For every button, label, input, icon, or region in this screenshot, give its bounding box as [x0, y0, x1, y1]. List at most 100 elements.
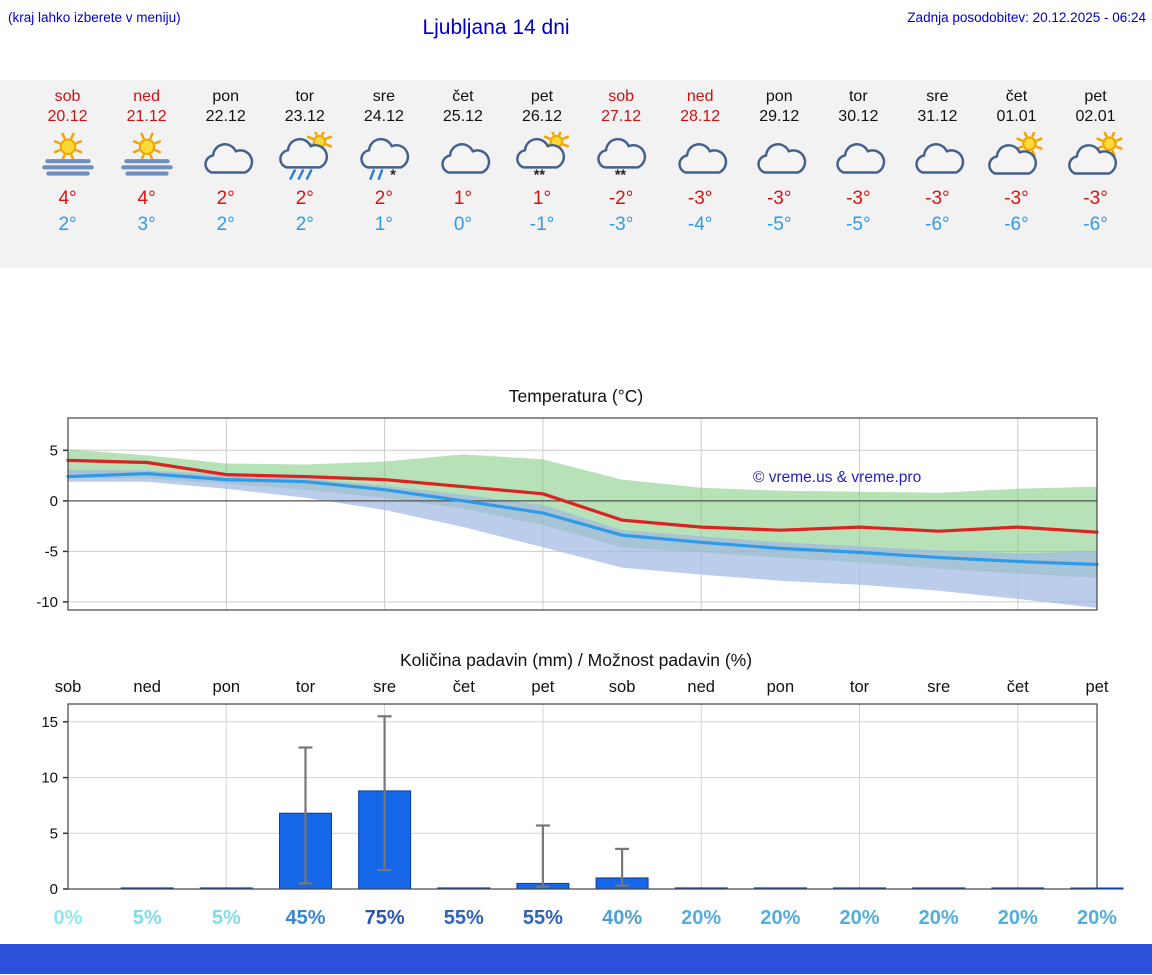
day-name: tor: [295, 88, 315, 105]
day-name: sob: [54, 88, 81, 105]
precip-day-label: ned: [133, 678, 161, 696]
precip-day-label: pet: [531, 678, 554, 696]
max-temperature: 2°: [295, 188, 314, 209]
svg-text:**: **: [615, 168, 627, 180]
sleet-icon: *: [360, 137, 409, 184]
day-date: 28.12: [680, 108, 721, 125]
svg-text:-10: -10: [36, 594, 58, 611]
partly-sunny-icon: [1067, 130, 1123, 175]
day-name: tor: [848, 88, 868, 105]
precip-day-label: tor: [850, 678, 870, 696]
precip-chart-title: Količina padavin (mm) / Možnost padavin …: [399, 650, 753, 670]
weather-icon-slot: [977, 130, 1056, 184]
precip-probability: 20%: [919, 907, 959, 929]
forecast-day-column[interactable]: sob 27.12 ** -2° -3°: [582, 86, 661, 268]
forecast-day-column[interactable]: tor 23.12 2° 2°: [265, 86, 344, 268]
weather-icon-slot: [28, 132, 107, 184]
temperature-chart: 5 0 -5 -10 © vreme.us & vreme.pro: [36, 417, 1099, 611]
svg-text:-5: -5: [45, 543, 58, 560]
max-temperature: -3°: [1004, 188, 1029, 209]
day-date: 27.12: [601, 108, 642, 125]
weather-icon-slot: **: [502, 128, 581, 184]
min-temperature-line: [66, 471, 1099, 567]
forecast-day-column[interactable]: ned 28.12 -3° -4°: [661, 86, 740, 268]
forecast-day-column[interactable]: pet 26.12 ** 1° -1°: [502, 86, 581, 268]
forecast-day-column[interactable]: sob 20.12 4° 2°: [28, 86, 107, 268]
precip-probability: 20%: [1077, 907, 1117, 929]
max-temperature: -2°: [608, 188, 634, 209]
cloud-icon: [204, 143, 253, 174]
max-temperature: -3°: [925, 188, 950, 209]
cloud-icon: [915, 143, 965, 174]
precip-probability: 20%: [998, 907, 1038, 929]
day-date: 24.12: [363, 108, 404, 125]
day-name: sob: [608, 88, 634, 105]
precip-probability: 20%: [760, 907, 800, 929]
forecast-day-column[interactable]: čet 25.12 1° 0°: [423, 86, 502, 268]
svg-text:0: 0: [50, 493, 58, 510]
top-bar: (kraj lahko izberete v meniju) Ljubljana…: [0, 0, 1152, 52]
weather-icon-slot: [819, 132, 898, 184]
svg-text:10: 10: [41, 770, 58, 787]
max-temperature-line: [66, 458, 1099, 534]
weather-icon-slot: [265, 128, 344, 184]
precip-day-label: pon: [767, 678, 795, 696]
max-temperature: 1°: [532, 188, 552, 209]
weather-icon-slot: [1056, 130, 1135, 184]
forecast-day-column[interactable]: sre 24.12 * 2° 1°: [344, 86, 423, 268]
forecast-day-column[interactable]: tor 30.12 -3° -5°: [819, 86, 898, 268]
min-temperature: -5°: [846, 214, 871, 235]
svg-text:5: 5: [50, 442, 58, 459]
svg-text:*: *: [390, 168, 396, 180]
precip-day-label: sob: [609, 678, 636, 696]
day-date: 26.12: [521, 108, 563, 125]
max-temperature: -3°: [766, 188, 792, 209]
day-name: pon: [212, 88, 240, 105]
sun-fog-icon: [41, 132, 94, 176]
precip-probability: 55%: [523, 907, 563, 929]
day-name: pon: [765, 88, 793, 105]
cloud-icon: [757, 143, 807, 174]
forecast-day-column[interactable]: pon 22.12 2° 2°: [186, 86, 265, 268]
day-date: 30.12: [838, 108, 879, 125]
precip-day-label: sre: [373, 678, 396, 696]
forecast-day-column[interactable]: sre 31.12 -3° -6°: [898, 86, 977, 268]
footer-bar: [0, 944, 1152, 974]
cloud-icon: [836, 143, 886, 174]
day-date: 21.12: [126, 108, 167, 125]
cloud-icon: [678, 143, 728, 174]
svg-text:**: **: [534, 168, 546, 180]
weather-icon-slot: *: [344, 132, 423, 184]
precip-probability: 45%: [285, 907, 325, 929]
forecast-day-column[interactable]: pon 29.12 -3° -5°: [740, 86, 819, 268]
min-temperature: 3°: [137, 214, 156, 235]
day-name: pet: [1084, 88, 1107, 105]
max-temperature: -3°: [846, 188, 871, 209]
weather-icon-slot: [423, 132, 502, 184]
day-date: 20.12: [47, 108, 88, 125]
max-temperature: 2°: [374, 188, 393, 209]
rain-sun-icon: [278, 128, 332, 180]
max-temperature: 4°: [58, 188, 77, 209]
min-temperature: -5°: [766, 214, 792, 235]
svg-text:5: 5: [50, 825, 58, 842]
precip-probability: 75%: [365, 907, 405, 929]
precip-probability: 20%: [839, 907, 879, 929]
watermark: © vreme.us & vreme.pro: [753, 469, 921, 486]
precip-day-label: pon: [213, 678, 241, 696]
forecast-day-column[interactable]: ned 21.12 4° 3°: [107, 86, 186, 268]
min-temperature: -3°: [608, 214, 634, 235]
forecast-day-column[interactable]: pet 02.01 -3° -6°: [1056, 86, 1135, 268]
day-name: čet: [452, 88, 474, 105]
forecast-day-column[interactable]: čet 01.01 -3° -6°: [977, 86, 1056, 268]
page-title: Ljubljana 14 dni: [422, 16, 570, 39]
day-name: ned: [133, 88, 160, 105]
day-name: pet: [530, 88, 554, 105]
min-temperature: 2°: [295, 214, 314, 235]
day-name: čet: [1005, 88, 1028, 105]
svg-text:0: 0: [50, 881, 58, 898]
max-temperature: 4°: [137, 188, 156, 209]
min-temperature: -6°: [1004, 214, 1029, 235]
max-temperature: 2°: [216, 188, 235, 209]
day-name: sre: [372, 88, 395, 105]
